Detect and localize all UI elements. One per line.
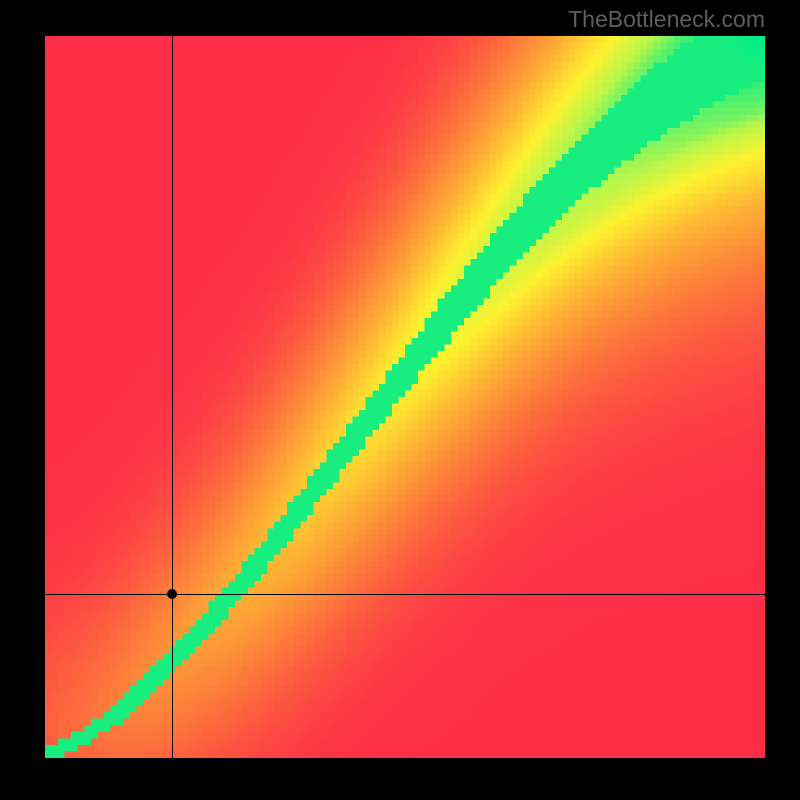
bottleneck-heatmap (45, 36, 765, 758)
crosshair-horizontal (45, 594, 765, 595)
watermark-label: TheBottleneck.com (568, 6, 765, 33)
crosshair-vertical (172, 36, 173, 758)
chart-container: { "watermark": { "text": "TheBottleneck.… (0, 0, 800, 800)
